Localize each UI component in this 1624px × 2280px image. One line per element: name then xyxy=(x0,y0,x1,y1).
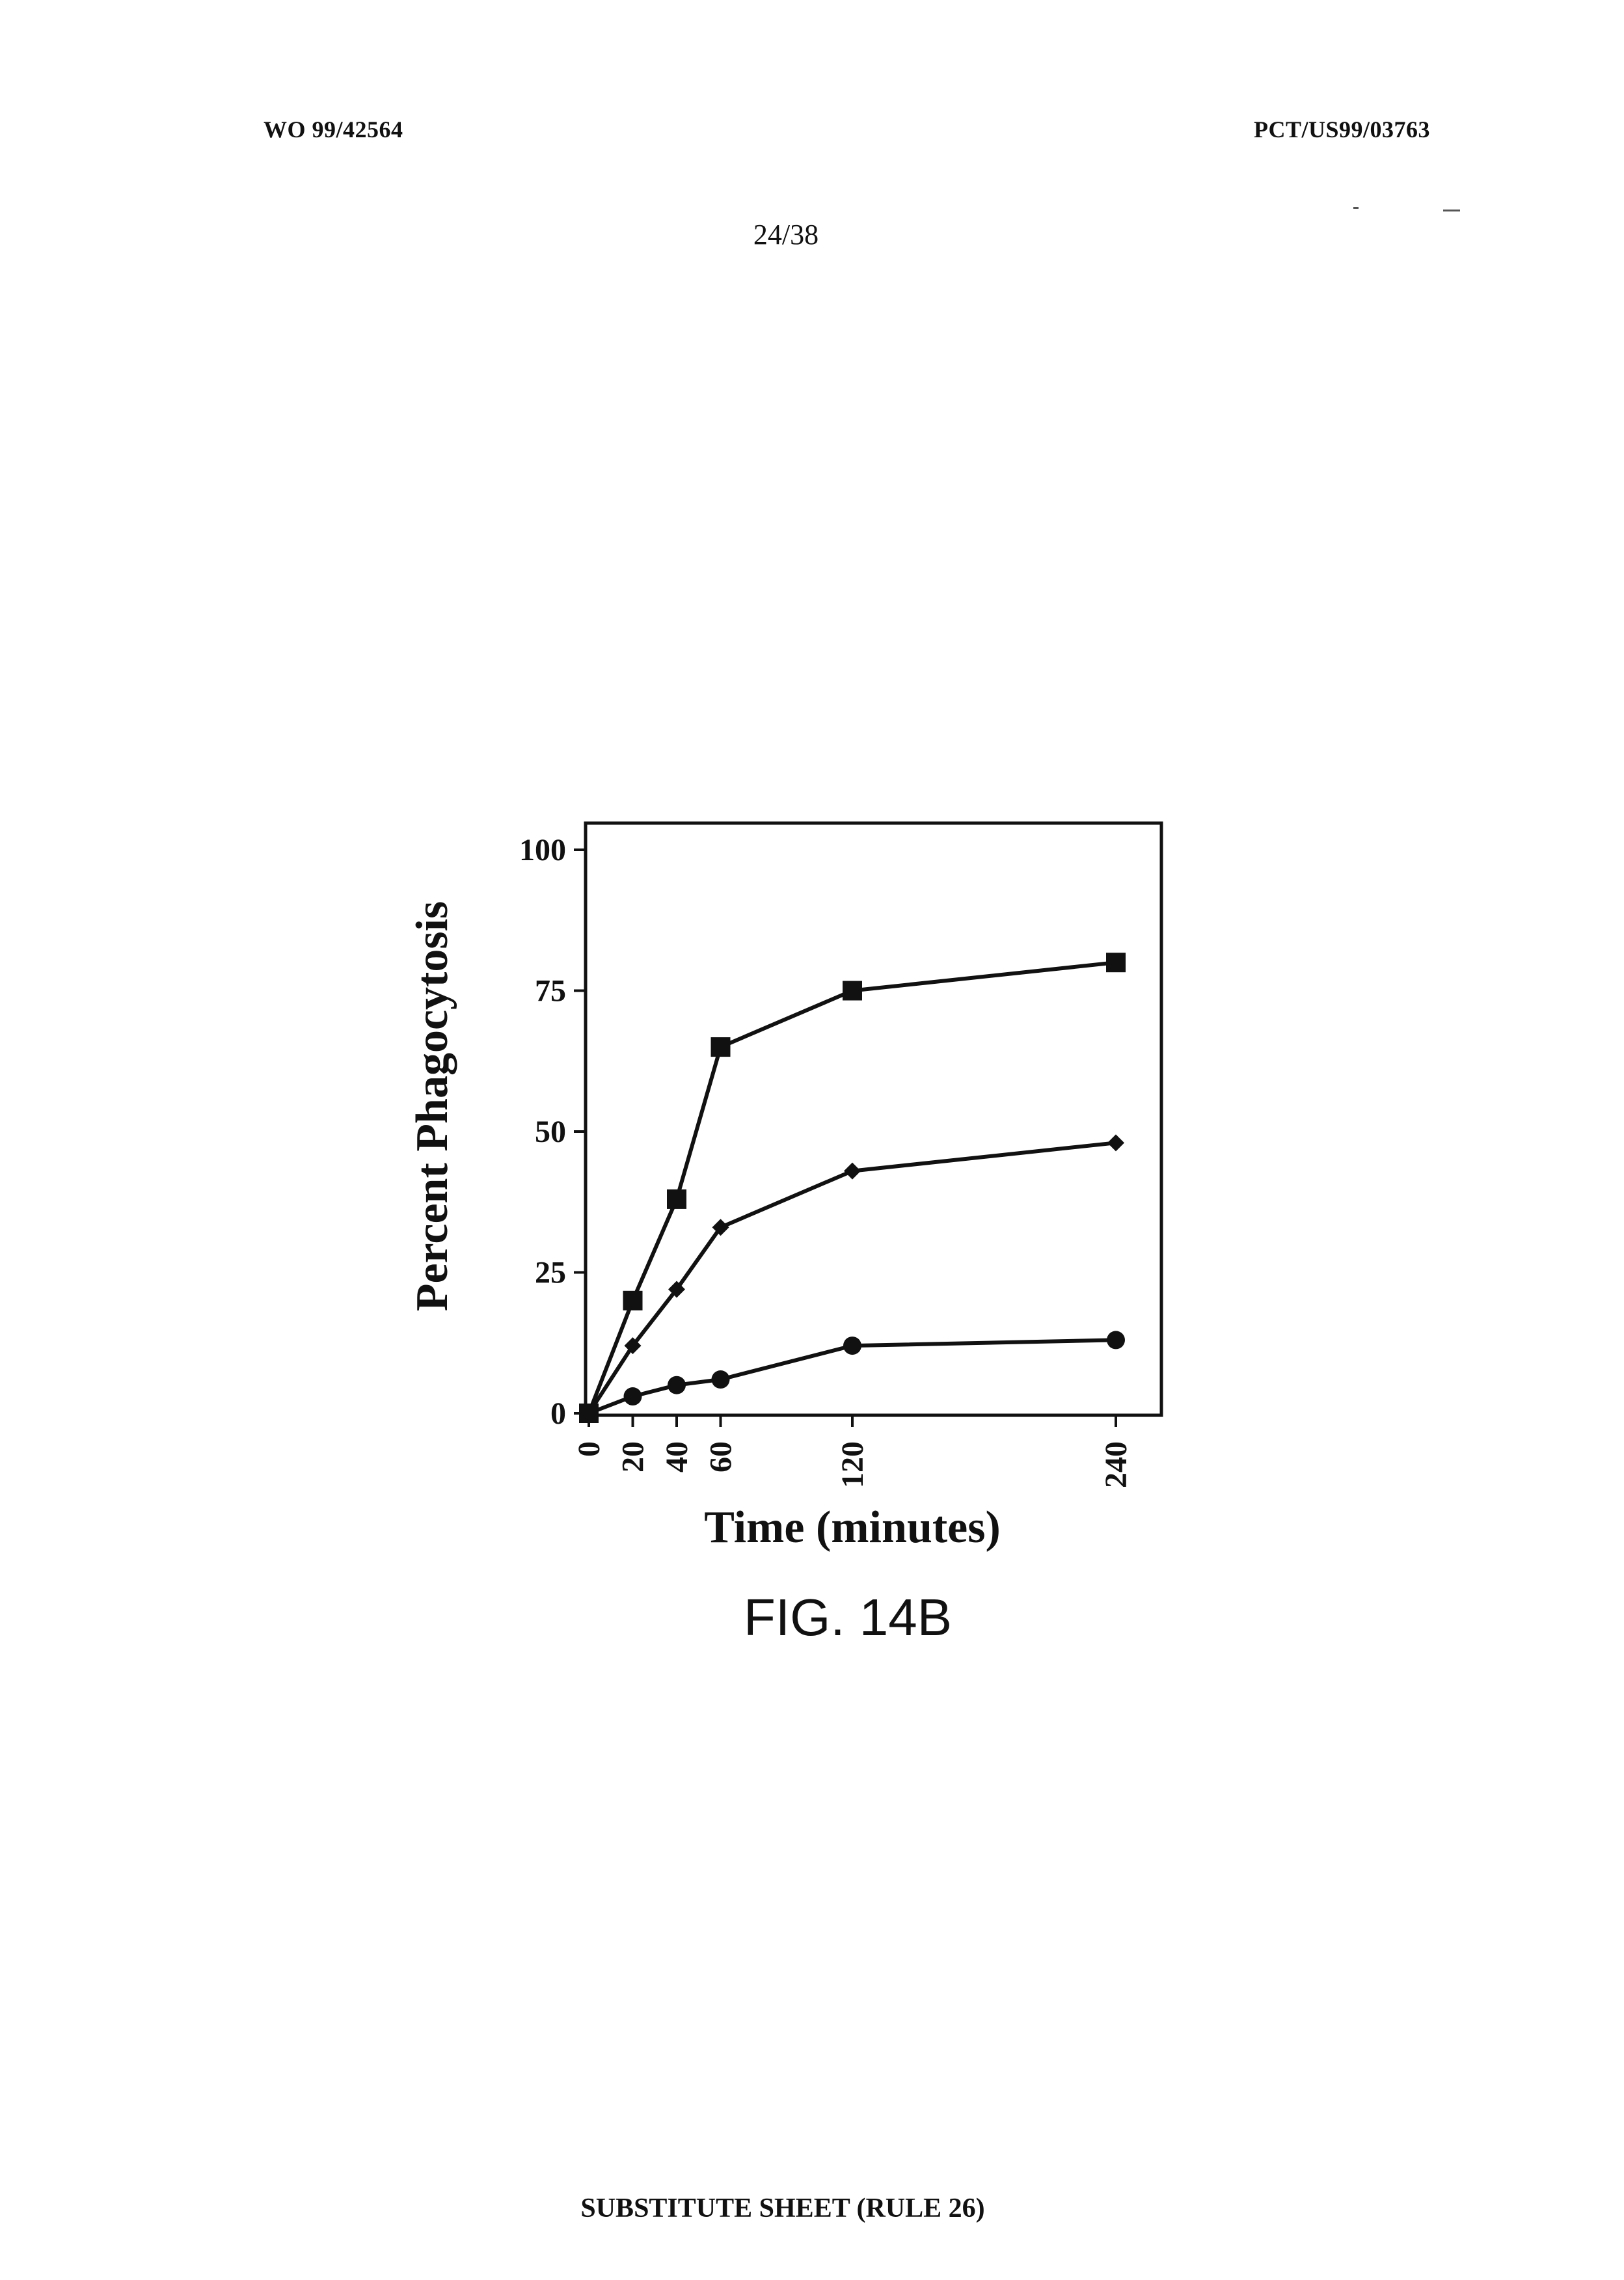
publication-number: WO 99/42564 xyxy=(264,116,403,143)
chart: 0 25 50 75 100 0 20 40 60 120 240 Percent Phagocyt… xyxy=(377,794,1204,1588)
data-point-diamond xyxy=(844,1163,861,1180)
x-tick-label: 120 xyxy=(835,1441,870,1488)
application-number: PCT/US99/03763 xyxy=(1254,116,1430,143)
sheet-number: 24/38 xyxy=(0,218,1624,251)
data-point-square xyxy=(843,981,862,1001)
x-tick-label: 240 xyxy=(1099,1441,1133,1488)
x-tick-label: 40 xyxy=(660,1441,694,1472)
series-line-diamond xyxy=(589,1143,1116,1413)
y-tick-label: 25 xyxy=(535,1256,566,1290)
data-point-circle xyxy=(712,1370,730,1389)
y-tick-label: 50 xyxy=(535,1115,566,1149)
data-point-square xyxy=(623,1291,643,1310)
y-tick-label: 0 xyxy=(550,1396,566,1431)
data-point-circle xyxy=(580,1404,598,1422)
data-point-circle xyxy=(843,1337,861,1355)
y-tick-label: 100 xyxy=(519,833,566,867)
x-tick-label: 20 xyxy=(616,1441,651,1472)
x-tick-label: 60 xyxy=(704,1441,738,1472)
x-tick-label: 0 xyxy=(572,1441,606,1457)
scan-speck xyxy=(1353,207,1359,209)
data-point-square xyxy=(711,1037,731,1057)
data-point-square xyxy=(667,1189,686,1209)
data-point-diamond xyxy=(1107,1134,1124,1151)
x-axis-label: Time (minutes) xyxy=(704,1502,1001,1553)
y-axis-label: Percent Phagocytosis xyxy=(407,901,457,1312)
plot-frame xyxy=(586,823,1161,1415)
data-point-circle xyxy=(668,1376,686,1394)
y-tick-label: 75 xyxy=(535,974,566,1009)
data-point-square xyxy=(1106,953,1126,972)
footer-text: SUBSTITUTE SHEET (RULE 26) xyxy=(0,2193,1624,2224)
data-point-circle xyxy=(1107,1331,1125,1349)
data-point-circle xyxy=(624,1387,642,1405)
chart-svg: 0 25 50 75 100 0 20 40 60 120 240 Percent Phagocyt… xyxy=(377,794,1204,1588)
figure-caption: FIG. 14B xyxy=(744,1588,952,1648)
scan-speck xyxy=(1443,210,1460,211)
